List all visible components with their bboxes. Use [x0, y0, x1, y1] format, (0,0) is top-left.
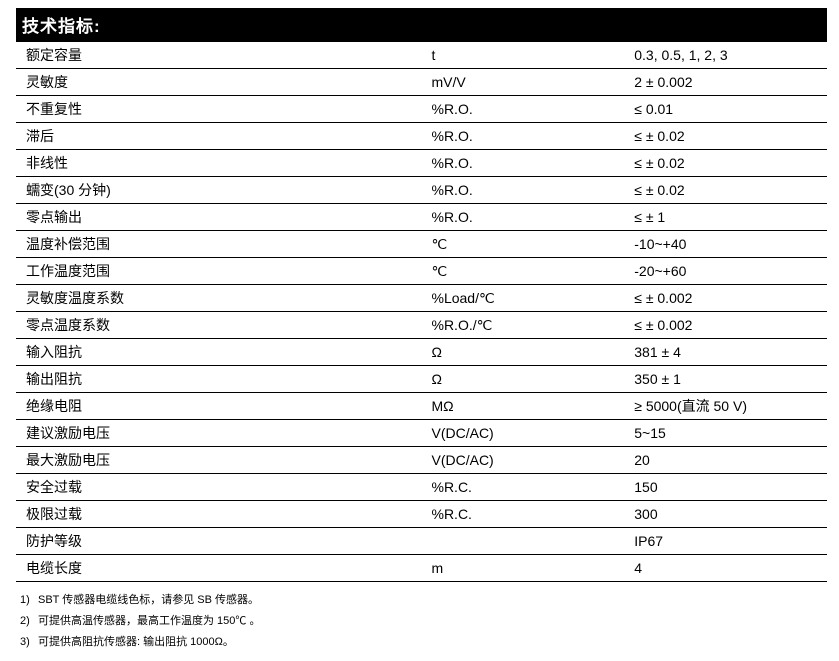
unit-cell: Ω: [422, 339, 625, 366]
value-cell: IP67: [624, 528, 827, 555]
unit-cell: ℃: [422, 231, 625, 258]
param-cell: 额定容量: [16, 42, 422, 69]
table-row: 电缆长度m4: [16, 555, 827, 582]
param-cell: 输出阻抗: [16, 366, 422, 393]
table-row: 非线性%R.O.≤ ± 0.02: [16, 150, 827, 177]
value-cell: -20~+60: [624, 258, 827, 285]
table-row: 不重复性%R.O.≤ 0.01: [16, 96, 827, 123]
param-cell: 工作温度范围: [16, 258, 422, 285]
footnotes: 1)SBT 传感器电缆线色标，请参见 SB 传感器。2)可提供高温传感器，最高工…: [16, 590, 827, 653]
param-cell: 温度补偿范围: [16, 231, 422, 258]
footnote-number: 2): [20, 611, 38, 632]
unit-cell: %R.C.: [422, 474, 625, 501]
value-cell: ≤ ± 1: [624, 204, 827, 231]
table-row: 温度补偿范围℃-10~+40: [16, 231, 827, 258]
value-cell: ≤ ± 0.002: [624, 285, 827, 312]
value-cell: ≤ ± 0.002: [624, 312, 827, 339]
value-cell: -10~+40: [624, 231, 827, 258]
footnote-text: SBT 传感器电缆线色标，请参见 SB 传感器。: [38, 594, 259, 606]
param-cell: 安全过载: [16, 474, 422, 501]
table-row: 输出阻抗Ω350 ± 1: [16, 366, 827, 393]
param-cell: 极限过载: [16, 501, 422, 528]
table-row: 额定容量t0.3, 0.5, 1, 2, 3: [16, 42, 827, 69]
unit-cell: %R.O.: [422, 177, 625, 204]
param-cell: 绝缘电阻: [16, 393, 422, 420]
unit-cell: %Load/℃: [422, 285, 625, 312]
table-row: 极限过载%R.C.300: [16, 501, 827, 528]
unit-cell: %R.C.: [422, 501, 625, 528]
table-row: 安全过载%R.C.150: [16, 474, 827, 501]
param-cell: 非线性: [16, 150, 422, 177]
spec-header: 技术指标:: [16, 8, 827, 42]
table-row: 零点输出%R.O.≤ ± 1: [16, 204, 827, 231]
footnote-number: 1): [20, 590, 38, 611]
value-cell: 4: [624, 555, 827, 582]
table-row: 灵敏度mV/V2 ± 0.002: [16, 69, 827, 96]
footnote: 1)SBT 传感器电缆线色标，请参见 SB 传感器。: [20, 590, 827, 611]
value-cell: 5~15: [624, 420, 827, 447]
unit-cell: mV/V: [422, 69, 625, 96]
value-cell: 0.3, 0.5, 1, 2, 3: [624, 42, 827, 69]
value-cell: 150: [624, 474, 827, 501]
unit-cell: t: [422, 42, 625, 69]
value-cell: ≤ ± 0.02: [624, 123, 827, 150]
spec-table: 额定容量t0.3, 0.5, 1, 2, 3灵敏度mV/V2 ± 0.002不重…: [16, 42, 827, 582]
footnote: 3)可提供高阻抗传感器: 输出阻抗 1000Ω。: [20, 632, 827, 653]
table-row: 防护等级 IP67: [16, 528, 827, 555]
value-cell: 20: [624, 447, 827, 474]
unit-cell: Ω: [422, 366, 625, 393]
footnote-text: 可提供高阻抗传感器: 输出阻抗 1000Ω。: [38, 636, 234, 648]
unit-cell: %R.O.: [422, 96, 625, 123]
table-row: 绝缘电阻MΩ≥ 5000(直流 50 V): [16, 393, 827, 420]
unit-cell: %R.O.: [422, 123, 625, 150]
unit-cell: %R.O./℃: [422, 312, 625, 339]
unit-cell: V(DC/AC): [422, 420, 625, 447]
footnote-number: 3): [20, 632, 38, 653]
param-cell: 输入阻抗: [16, 339, 422, 366]
footnote-text: 可提供高温传感器，最高工作温度为 150℃ 。: [38, 615, 260, 627]
value-cell: 350 ± 1: [624, 366, 827, 393]
param-cell: 不重复性: [16, 96, 422, 123]
value-cell: ≥ 5000(直流 50 V): [624, 393, 827, 420]
param-cell: 电缆长度: [16, 555, 422, 582]
value-cell: 2 ± 0.002: [624, 69, 827, 96]
table-row: 零点温度系数%R.O./℃≤ ± 0.002: [16, 312, 827, 339]
footnote: 2)可提供高温传感器，最高工作温度为 150℃ 。: [20, 611, 827, 632]
value-cell: ≤ ± 0.02: [624, 177, 827, 204]
unit-cell: MΩ: [422, 393, 625, 420]
unit-cell: %R.O.: [422, 204, 625, 231]
table-row: 灵敏度温度系数%Load/℃≤ ± 0.002: [16, 285, 827, 312]
unit-cell: m: [422, 555, 625, 582]
table-row: 最大激励电压V(DC/AC)20: [16, 447, 827, 474]
table-row: 蠕变(30 分钟)%R.O.≤ ± 0.02: [16, 177, 827, 204]
value-cell: 300: [624, 501, 827, 528]
table-row: 输入阻抗Ω381 ± 4: [16, 339, 827, 366]
param-cell: 蠕变(30 分钟): [16, 177, 422, 204]
param-cell: 灵敏度温度系数: [16, 285, 422, 312]
table-row: 工作温度范围℃-20~+60: [16, 258, 827, 285]
param-cell: 零点温度系数: [16, 312, 422, 339]
value-cell: 381 ± 4: [624, 339, 827, 366]
param-cell: 最大激励电压: [16, 447, 422, 474]
unit-cell: ℃: [422, 258, 625, 285]
unit-cell: [422, 528, 625, 555]
param-cell: 建议激励电压: [16, 420, 422, 447]
param-cell: 零点输出: [16, 204, 422, 231]
param-cell: 灵敏度: [16, 69, 422, 96]
unit-cell: V(DC/AC): [422, 447, 625, 474]
value-cell: ≤ 0.01: [624, 96, 827, 123]
value-cell: ≤ ± 0.02: [624, 150, 827, 177]
table-row: 建议激励电压V(DC/AC)5~15: [16, 420, 827, 447]
table-row: 滞后%R.O.≤ ± 0.02: [16, 123, 827, 150]
unit-cell: %R.O.: [422, 150, 625, 177]
param-cell: 滞后: [16, 123, 422, 150]
param-cell: 防护等级: [16, 528, 422, 555]
